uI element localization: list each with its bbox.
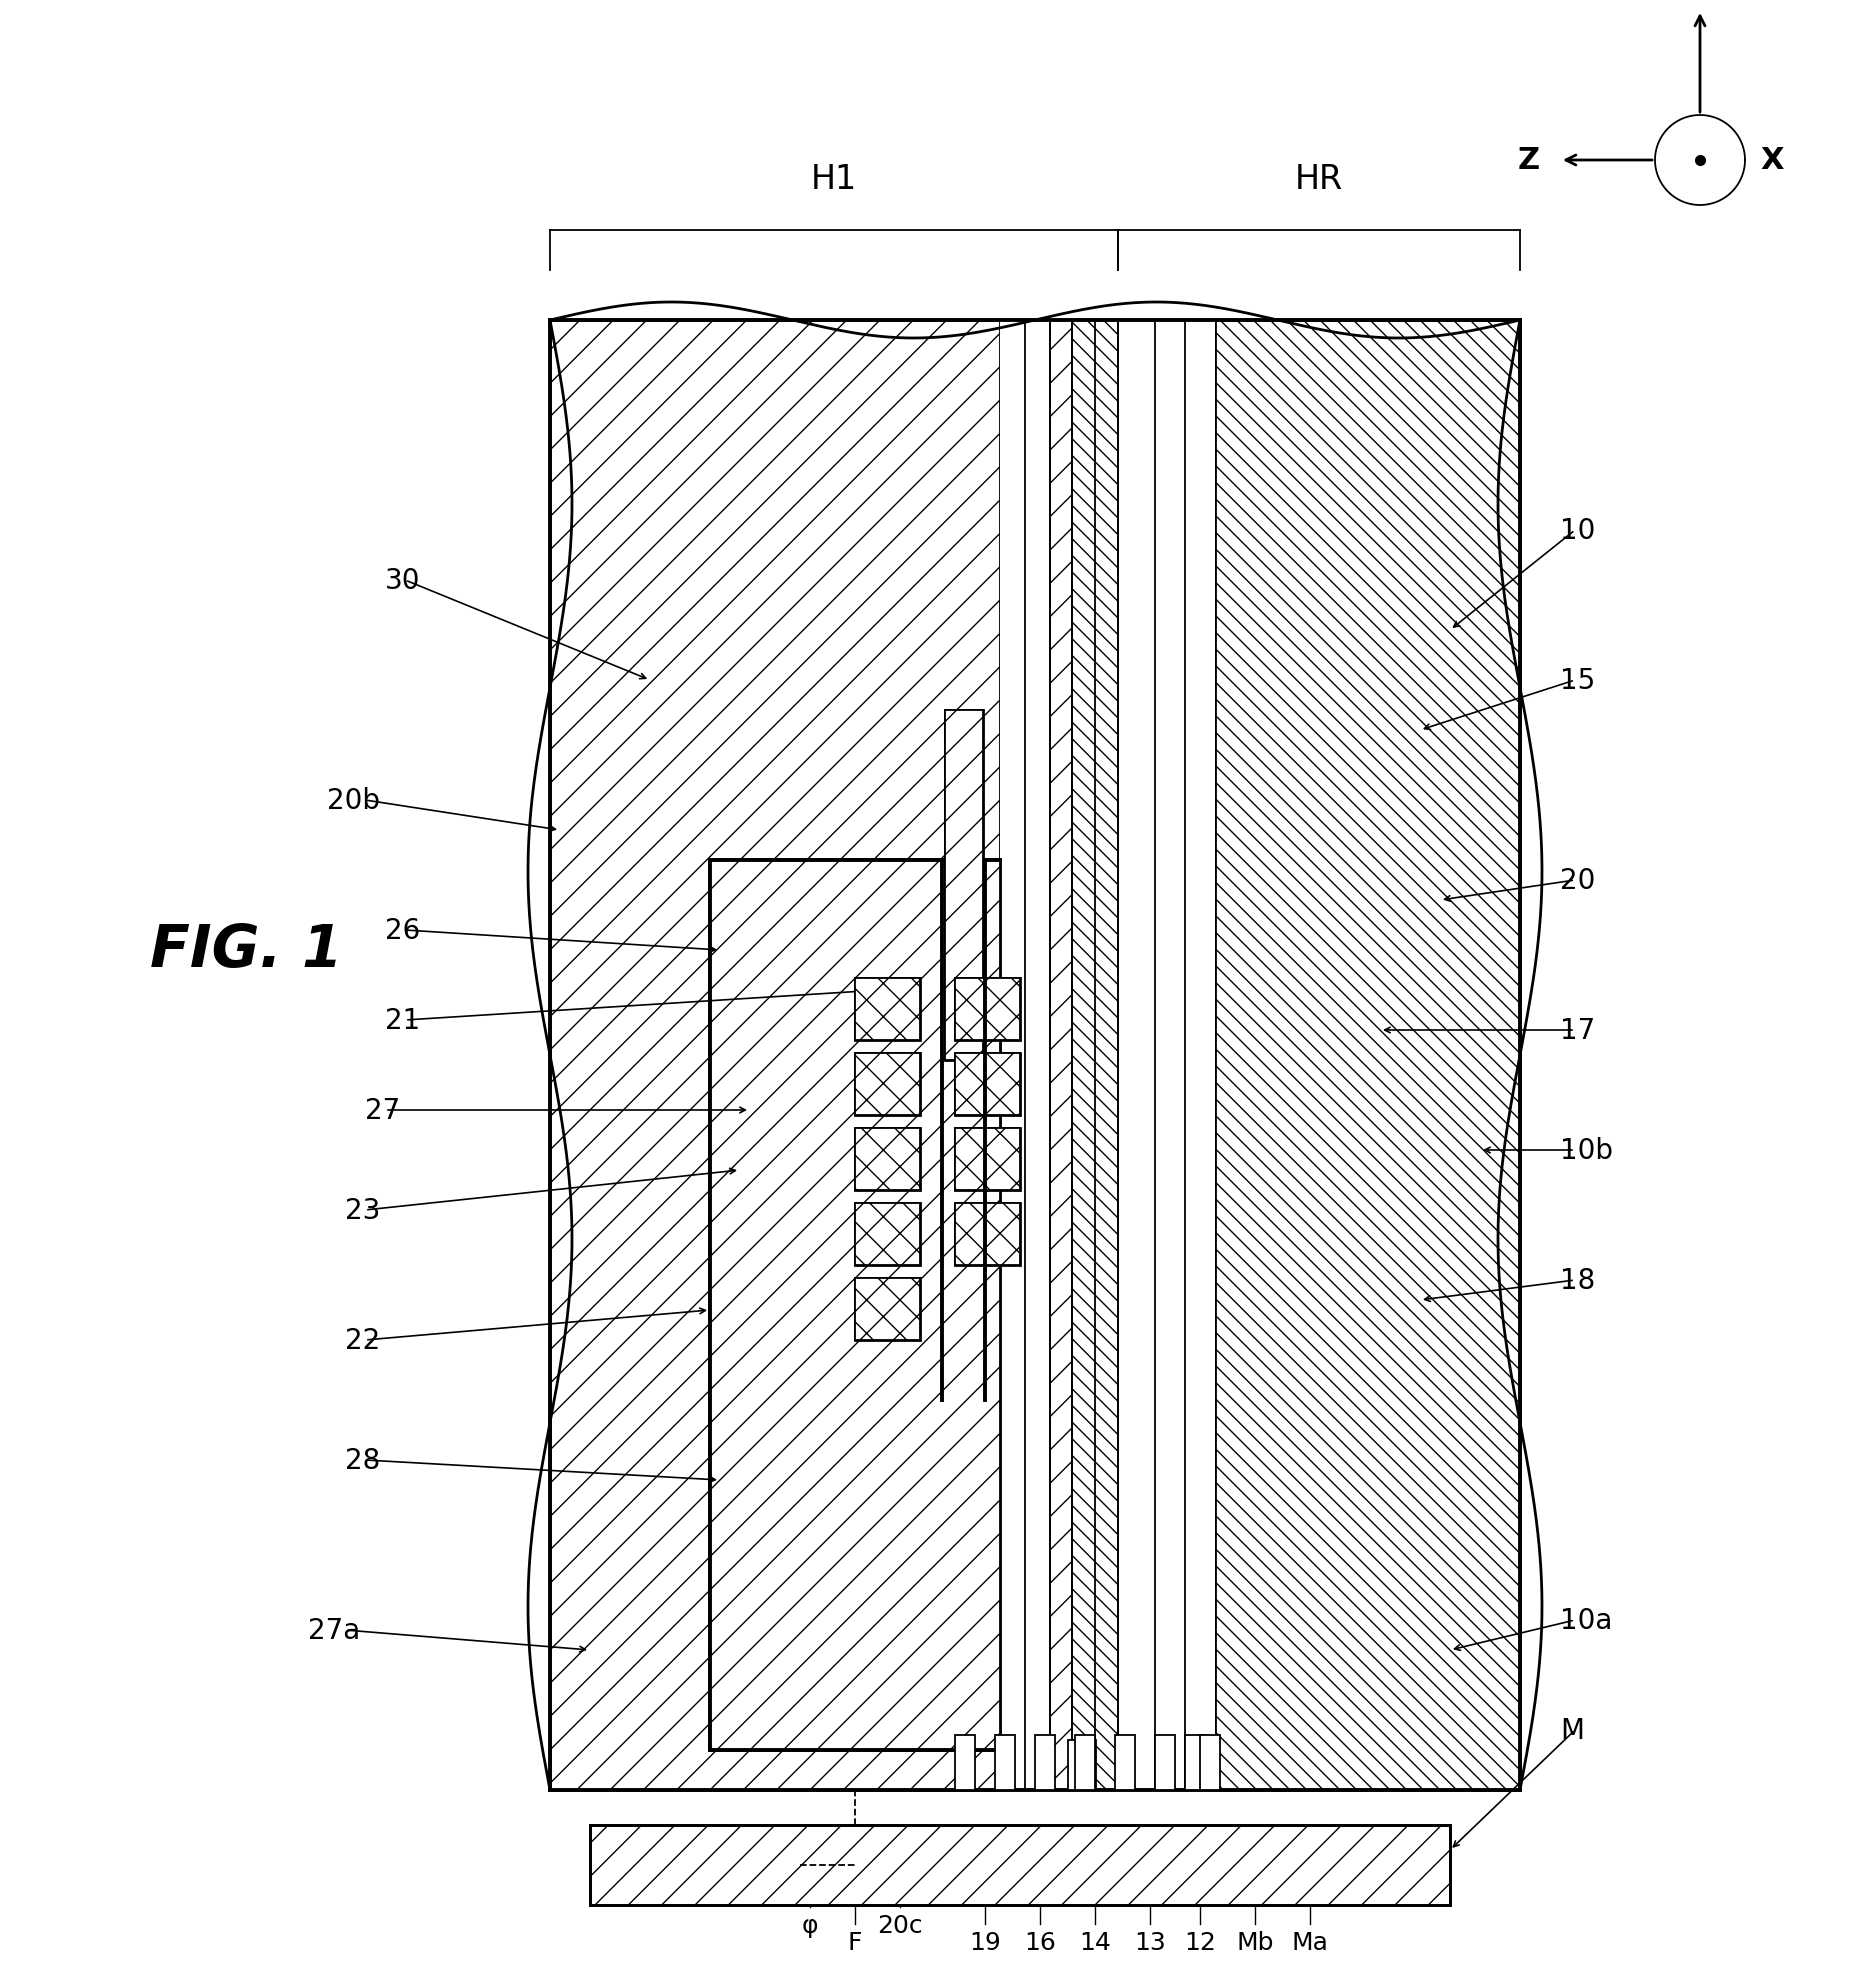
Text: F: F — [848, 1930, 862, 1954]
Text: 22: 22 — [345, 1327, 381, 1354]
Text: 27: 27 — [366, 1097, 399, 1125]
Text: 13: 13 — [1134, 1930, 1166, 1954]
Bar — [1074, 1734, 1095, 1790]
Text: M: M — [1560, 1717, 1584, 1744]
Text: H1: H1 — [810, 162, 857, 196]
Text: 10a: 10a — [1560, 1606, 1612, 1634]
Text: 12: 12 — [1185, 1930, 1217, 1954]
Text: Mb: Mb — [1236, 1930, 1273, 1954]
Text: 17: 17 — [1560, 1016, 1596, 1045]
Bar — [1069, 1740, 1097, 1790]
Bar — [945, 711, 982, 1061]
Bar — [1050, 321, 1072, 1790]
Bar — [1200, 1734, 1221, 1790]
Bar — [711, 861, 999, 1750]
Bar — [945, 711, 982, 1061]
Bar — [1185, 1734, 1206, 1790]
Bar — [1118, 321, 1155, 1790]
Bar — [1026, 321, 1050, 1790]
Text: 28: 28 — [345, 1445, 381, 1475]
Bar — [954, 978, 1020, 1040]
Text: Ma: Ma — [1292, 1930, 1328, 1954]
Text: Z: Z — [1519, 147, 1539, 176]
Bar — [1072, 321, 1118, 1790]
Text: 10b: 10b — [1560, 1137, 1612, 1164]
Text: X: X — [1761, 147, 1783, 176]
Bar — [1035, 1734, 1056, 1790]
Text: 26: 26 — [384, 917, 420, 944]
Bar — [1116, 1734, 1134, 1790]
Bar — [1050, 321, 1072, 1790]
Text: 20b: 20b — [326, 786, 381, 814]
Text: FIG. 1: FIG. 1 — [150, 923, 343, 978]
Bar — [549, 321, 999, 1790]
Bar — [954, 1053, 1020, 1115]
Bar — [999, 321, 1026, 1790]
Bar — [855, 1129, 921, 1190]
Bar — [1072, 321, 1095, 1790]
Bar — [855, 978, 921, 1040]
Text: 27a: 27a — [308, 1616, 360, 1643]
Bar — [855, 1053, 921, 1115]
Bar — [711, 861, 999, 1750]
Bar — [954, 978, 1020, 1040]
Bar — [954, 1734, 975, 1790]
Text: HR: HR — [1296, 162, 1342, 196]
Bar — [954, 1129, 1020, 1190]
Text: 21: 21 — [384, 1006, 420, 1034]
Text: 30: 30 — [384, 566, 420, 594]
Bar — [954, 1204, 1020, 1265]
Bar — [855, 1204, 921, 1265]
Bar — [855, 1129, 921, 1190]
Bar — [1095, 321, 1118, 1790]
Text: 20c: 20c — [878, 1913, 922, 1936]
Bar — [855, 1053, 921, 1115]
Text: 18: 18 — [1560, 1267, 1596, 1295]
Bar — [591, 1826, 1449, 1905]
Text: 10: 10 — [1560, 517, 1596, 544]
Bar — [591, 1826, 1449, 1905]
Text: 14: 14 — [1080, 1930, 1110, 1954]
Bar — [1215, 321, 1521, 1790]
Text: 15: 15 — [1560, 667, 1596, 695]
Bar — [954, 1053, 1020, 1115]
Text: 20: 20 — [1560, 867, 1596, 895]
Bar — [855, 978, 921, 1040]
Bar — [1155, 1734, 1176, 1790]
Text: 19: 19 — [969, 1930, 1001, 1954]
Bar — [954, 1129, 1020, 1190]
Text: 23: 23 — [345, 1196, 381, 1224]
Bar — [954, 1204, 1020, 1265]
Bar — [1155, 321, 1185, 1790]
Bar — [1185, 321, 1215, 1790]
Text: 16: 16 — [1024, 1930, 1056, 1954]
Bar — [996, 1734, 1014, 1790]
Bar — [855, 1279, 921, 1340]
Bar — [855, 1204, 921, 1265]
Text: φ: φ — [802, 1913, 818, 1936]
Bar — [855, 1279, 921, 1340]
